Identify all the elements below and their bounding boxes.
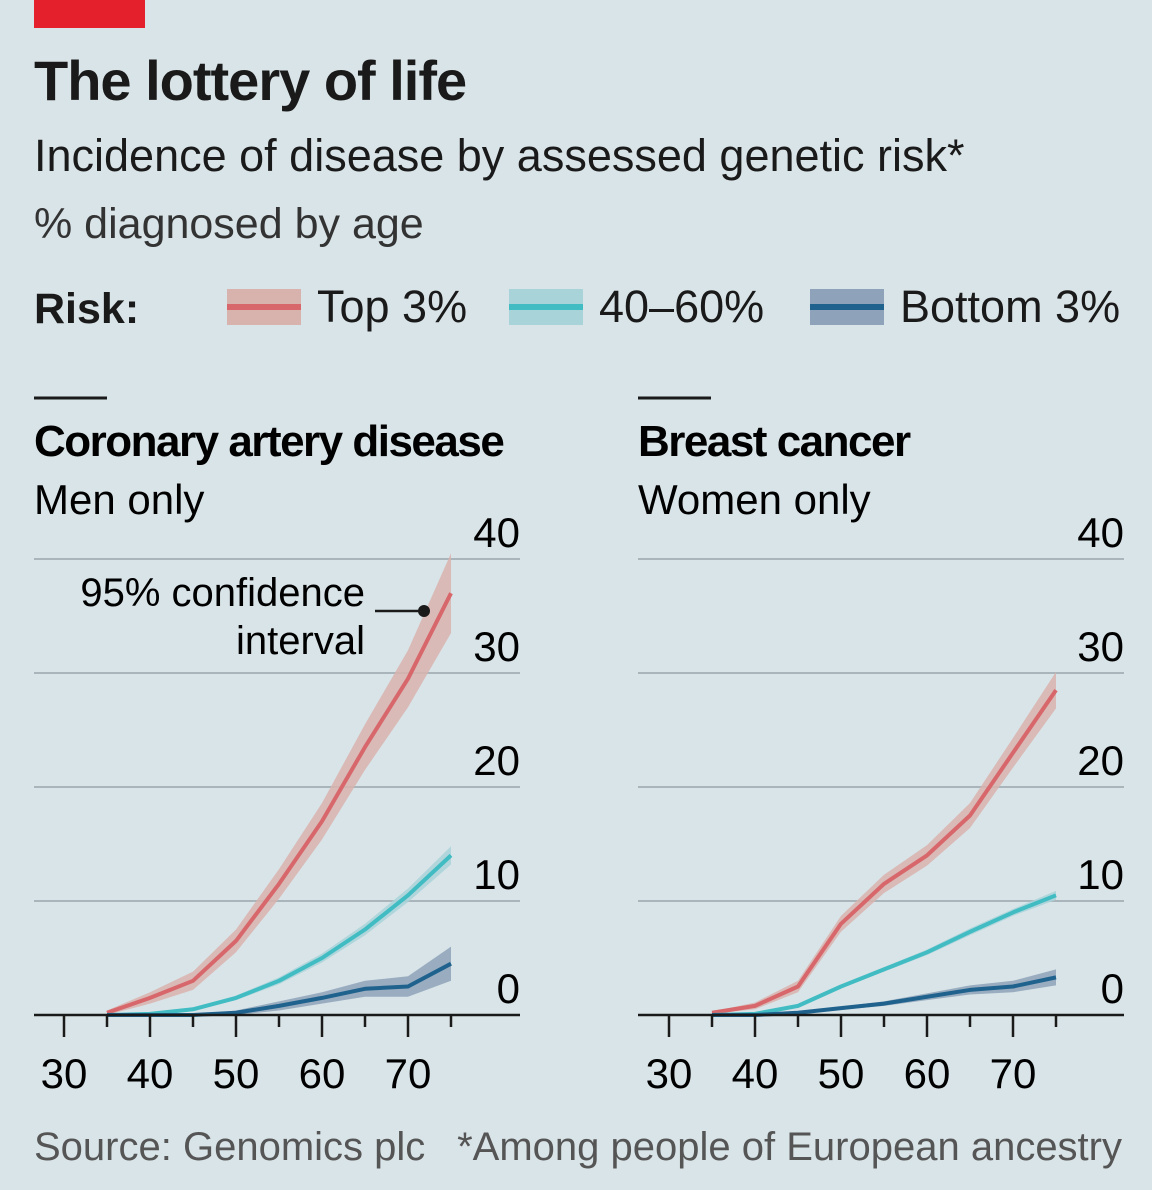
panel-title: Coronary artery disease <box>34 417 503 466</box>
y-tick-label: 40 <box>473 509 520 556</box>
y-tick-label: 20 <box>1077 737 1124 784</box>
y-tick-label: 30 <box>1077 623 1124 670</box>
annotation-text: interval <box>236 619 365 663</box>
y-tick-label: 0 <box>1101 965 1124 1012</box>
series-line <box>711 893 1057 1017</box>
ci-band <box>107 946 451 1015</box>
x-tick-label: 30 <box>646 1050 693 1097</box>
x-tick-label: 60 <box>904 1050 951 1097</box>
legend-swatch <box>810 289 884 325</box>
x-tick-label: 40 <box>127 1050 174 1097</box>
footnote: *Among people of European ancestry <box>457 1125 1122 1169</box>
legend-item-top: Top 3% <box>227 281 467 332</box>
panel-subtitle: Women only <box>638 476 871 523</box>
legend-item-middle: 40–60% <box>509 281 764 332</box>
series-line <box>711 688 1058 1015</box>
x-tick-label: 50 <box>213 1050 260 1097</box>
chart-subtitle: Incidence of disease by assessed genetic… <box>34 130 965 181</box>
panel-subtitle: Men only <box>34 476 204 523</box>
chart-title: The lottery of life <box>34 49 467 112</box>
ci-band <box>712 671 1056 1014</box>
x-tick-label: 40 <box>732 1050 779 1097</box>
y-tick-label: 10 <box>1077 851 1124 898</box>
legend-label: Bottom 3% <box>900 281 1121 332</box>
legend-swatch <box>509 289 583 325</box>
y-tick-label: 10 <box>473 851 520 898</box>
annotation-dot <box>418 605 430 617</box>
brand-bar <box>34 0 145 28</box>
source-note: Source: Genomics plc <box>34 1125 426 1169</box>
ci-band <box>712 890 1056 1015</box>
x-tick-label: 50 <box>818 1050 865 1097</box>
y-tick-label: 0 <box>497 965 520 1012</box>
legend-label: 40–60% <box>599 281 765 332</box>
y-tick-label: 30 <box>473 623 520 670</box>
x-tick-label: 70 <box>990 1050 1037 1097</box>
panel-title: Breast cancer <box>638 417 911 466</box>
unit-label: % diagnosed by age <box>34 200 424 248</box>
legend-item-bottom: Bottom 3% <box>810 281 1120 332</box>
annotation-text: 95% confidence <box>80 571 365 615</box>
legend-swatch <box>227 289 301 325</box>
x-tick-label: 30 <box>41 1050 88 1097</box>
legend-title: Risk: <box>34 285 140 333</box>
y-tick-label: 20 <box>473 737 520 784</box>
series-line <box>106 853 453 1017</box>
y-tick-label: 40 <box>1077 509 1124 556</box>
x-tick-label: 60 <box>299 1050 346 1097</box>
x-tick-label: 70 <box>385 1050 432 1097</box>
legend-label: Top 3% <box>317 281 468 332</box>
series-line <box>106 592 453 1015</box>
ci-band <box>712 969 1056 1015</box>
